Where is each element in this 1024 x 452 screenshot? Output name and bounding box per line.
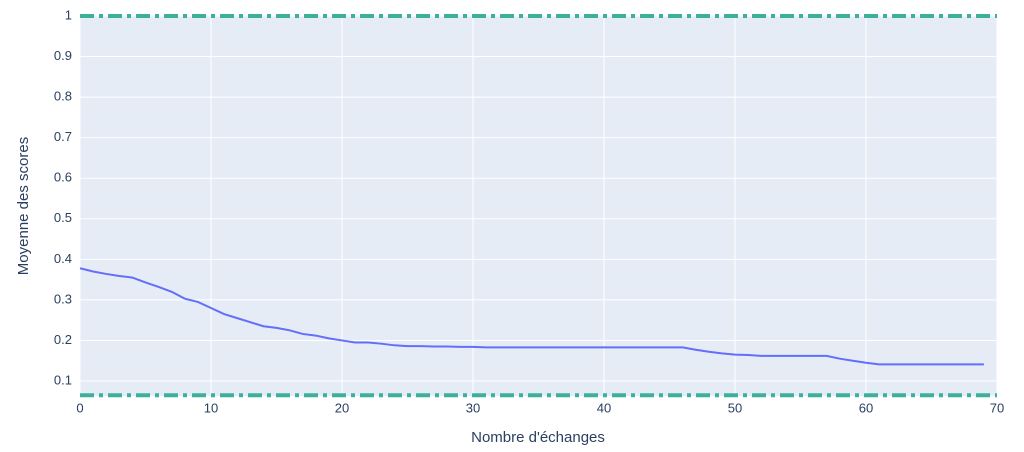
x-tick-label: 50 bbox=[728, 400, 742, 415]
grid bbox=[79, 15, 998, 396]
x-tick-label: 40 bbox=[597, 400, 611, 415]
y-tick-label: 0.8 bbox=[54, 89, 72, 104]
y-tick-label: 0.5 bbox=[54, 210, 72, 225]
y-tick-label: 0.6 bbox=[54, 170, 72, 185]
y-axis-title: Moyenne des scores bbox=[15, 137, 32, 275]
y-tick-label: 0.1 bbox=[54, 372, 72, 387]
x-tick-label: 10 bbox=[204, 400, 218, 415]
y-tick-label: 0.4 bbox=[54, 251, 72, 266]
x-tick-label: 20 bbox=[335, 400, 349, 415]
y-tick-label: 0.9 bbox=[54, 48, 72, 63]
y-tick-label: 0.7 bbox=[54, 129, 72, 144]
y-tick-label: 1 bbox=[65, 7, 72, 22]
marks bbox=[79, 14, 997, 398]
y-tick-label: 0.3 bbox=[54, 291, 72, 306]
line bbox=[79, 267, 984, 366]
x-tick-label: 0 bbox=[76, 400, 83, 415]
x-axis-title: Nombre d'échanges bbox=[471, 429, 605, 446]
x-tick-label: 60 bbox=[859, 400, 873, 415]
x-tick-label: 30 bbox=[466, 400, 480, 415]
y-tick-label: 0.2 bbox=[54, 332, 72, 347]
x-tick-label: 70 bbox=[990, 400, 1004, 415]
plot-area bbox=[80, 16, 997, 396]
